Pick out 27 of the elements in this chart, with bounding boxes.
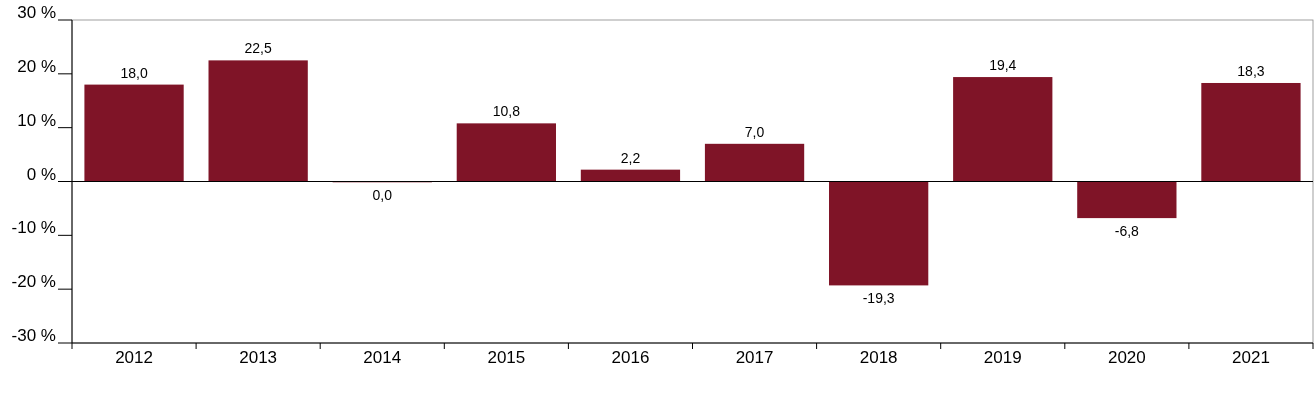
x-tick-label: 2014 (363, 348, 402, 367)
x-tick-label: 2016 (611, 348, 650, 367)
y-tick-label: 0 % (26, 164, 56, 184)
data-label: -6,8 (1114, 223, 1140, 240)
x-tick-label: 2017 (735, 348, 774, 367)
y-tick-label: -10 % (11, 218, 56, 238)
x-tick-label: 2021 (1232, 348, 1270, 367)
data-label: 19,4 (989, 57, 1017, 74)
y-tick-label: 20 % (17, 56, 56, 76)
x-tick-label: 2018 (859, 348, 898, 367)
data-label: 18,0 (120, 64, 148, 81)
data-label: 18,3 (1237, 62, 1265, 79)
y-tick-label: 10 % (17, 110, 56, 130)
x-tick-label: 2020 (1107, 348, 1146, 367)
y-tick-label: -30 % (11, 326, 56, 345)
data-label: 22,5 (244, 40, 272, 57)
y-tick-label: -20 % (11, 272, 56, 292)
x-tick-label: 2019 (983, 348, 1022, 367)
x-tick-label: 2013 (239, 348, 278, 367)
data-label: 0,0 (372, 186, 393, 203)
data-label: 2,2 (620, 149, 641, 166)
x-tick-label: 2012 (115, 348, 153, 367)
data-label: 10,8 (492, 103, 521, 120)
y-tick-label: 30 % (17, 3, 56, 22)
data-label: 7,0 (744, 123, 765, 140)
x-tick-label: 2015 (487, 348, 526, 367)
data-label: -19,3 (862, 290, 895, 307)
